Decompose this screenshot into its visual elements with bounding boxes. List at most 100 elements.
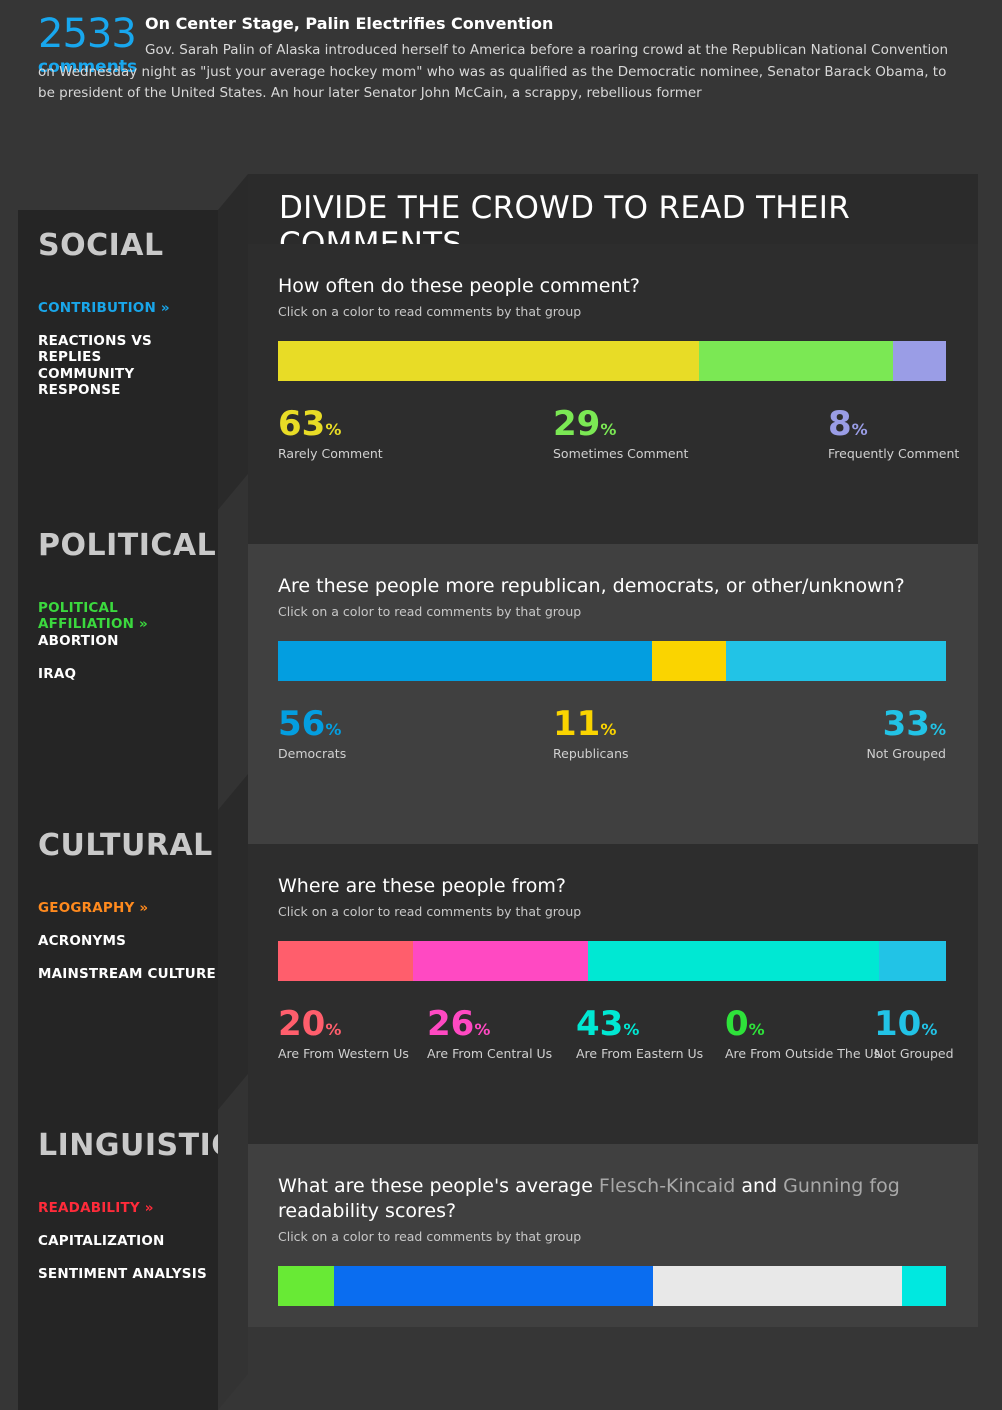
bar-segment[interactable] xyxy=(878,941,946,981)
stat-not-grouped[interactable]: 33% Not Grouped xyxy=(866,706,946,761)
stat-are-from-eastern-us[interactable]: 43% Are From Eastern Us xyxy=(576,1006,703,1061)
nav-link-community-response[interactable]: COMMUNITY RESPONSE xyxy=(38,366,135,398)
nav-title-linguistic[interactable]: LINGUISTIC xyxy=(38,1128,234,1163)
stat-label: Republicans xyxy=(553,746,629,761)
article-header: 2533 comments On Center Stage, Palin Ele… xyxy=(0,0,1002,150)
bar-segment[interactable] xyxy=(278,1266,335,1306)
article-title[interactable]: On Center Stage, Palin Electrifies Conve… xyxy=(145,14,554,33)
comment-count[interactable]: 2533 xyxy=(38,11,137,57)
stat-percent-sign: % xyxy=(325,1020,342,1039)
fold-connector-social xyxy=(218,174,248,510)
bar-political xyxy=(278,641,946,681)
bar-segment[interactable] xyxy=(278,641,653,681)
stat-frequently-comment[interactable]: 8% Frequently Comment xyxy=(828,406,959,461)
bar-segment[interactable] xyxy=(334,1266,654,1306)
stat-percent-sign: % xyxy=(600,420,617,439)
stat-percent-sign: % xyxy=(929,720,946,739)
stat-value: 10 xyxy=(874,1004,922,1044)
stat-value: 63 xyxy=(278,404,326,444)
panel-linguistic: What are these people's average Flesch-K… xyxy=(248,1144,978,1327)
stat-percent-sign: % xyxy=(600,720,617,739)
nav-link-acronyms[interactable]: ACRONYMS xyxy=(38,933,127,949)
stat-label: Are From Outside The Us xyxy=(725,1046,881,1061)
nav-title-cultural[interactable]: CULTURAL xyxy=(38,828,213,863)
nav-title-political[interactable]: POLITICAL xyxy=(38,528,217,563)
nav-link-sentiment-analysis[interactable]: SENTIMENT ANALYSIS xyxy=(38,1266,207,1282)
fold-connector-political xyxy=(218,474,248,810)
stat-percent-sign: % xyxy=(325,720,342,739)
bar-segment[interactable] xyxy=(653,1266,902,1306)
stat-label: Sometimes Comment xyxy=(553,446,689,461)
panel-political: Are these people more republican, democr… xyxy=(248,544,978,844)
question-part: readability scores? xyxy=(278,1200,457,1222)
stat-value: 11 xyxy=(553,704,601,744)
nav-political: POLITICAL POLITICAL AFFILIATION » ABORTION… xyxy=(18,510,218,810)
hint-text: Click on a color to read comments by tha… xyxy=(278,604,582,619)
nav-link-political-affiliation[interactable]: POLITICAL AFFILIATION » xyxy=(38,600,148,632)
bar-segment[interactable] xyxy=(725,641,946,681)
stat-percent-sign: % xyxy=(851,420,868,439)
nav-link-iraq[interactable]: IRAQ xyxy=(38,666,77,682)
bar-segment[interactable] xyxy=(278,341,699,381)
stat-are-from-western-us[interactable]: 20% Are From Western Us xyxy=(278,1006,409,1061)
question-part[interactable]: Flesch-Kincaid xyxy=(598,1175,736,1197)
stat-are-from-central-us[interactable]: 26% Are From Central Us xyxy=(427,1006,552,1061)
stat-percent-sign: % xyxy=(474,1020,491,1039)
fold-connector-cultural xyxy=(218,774,248,1110)
stat-republicans[interactable]: 11% Republicans xyxy=(553,706,629,761)
stat-percent-sign: % xyxy=(921,1020,938,1039)
nav-link-contribution[interactable]: CONTRIBUTION » xyxy=(38,300,170,316)
bar-segment[interactable] xyxy=(892,341,946,381)
stat-not-grouped[interactable]: 10% Not Grouped xyxy=(874,1006,954,1061)
stat-label: Are From Eastern Us xyxy=(576,1046,704,1061)
nav-link-mainstream-culture[interactable]: MAINSTREAM CULTURE xyxy=(38,966,216,982)
question-part: and xyxy=(735,1175,784,1197)
bar-segment[interactable] xyxy=(412,941,589,981)
nav-title-social[interactable]: SOCIAL xyxy=(38,228,164,263)
hint-text: Click on a color to read comments by tha… xyxy=(278,904,582,919)
stat-value: 33 xyxy=(882,704,930,744)
bar-segment[interactable] xyxy=(278,941,413,981)
stat-value: 20 xyxy=(278,1004,326,1044)
stat-democrats[interactable]: 56% Democrats xyxy=(278,706,346,761)
bar-linguistic xyxy=(278,1266,946,1306)
nav-link-abortion[interactable]: ABORTION xyxy=(38,633,119,649)
main-title-banner: DIVIDE THE CROWD TO READ THEIR COMMENTS xyxy=(248,174,978,262)
stat-value: 43 xyxy=(576,1004,624,1044)
nav-link-readability[interactable]: READABILITY » xyxy=(38,1200,154,1216)
bar-social xyxy=(278,341,946,381)
question-political: Are these people more republican, democr… xyxy=(278,575,905,597)
stat-rarely-comment[interactable]: 63% Rarely Comment xyxy=(278,406,383,461)
question-part[interactable]: Gunning fog xyxy=(783,1175,900,1197)
stat-label: Democrats xyxy=(278,746,347,761)
stat-are-from-outside-the-us[interactable]: 0% Are From Outside The Us xyxy=(725,1006,880,1061)
panel-cultural: Where are these people from? Click on a c… xyxy=(248,844,978,1144)
stat-label: Are From Central Us xyxy=(427,1046,553,1061)
stat-percent-sign: % xyxy=(623,1020,640,1039)
stat-percent-sign: % xyxy=(325,420,342,439)
stat-label: Frequently Comment xyxy=(828,446,960,461)
panel-social: How often do these people comment? Click … xyxy=(248,244,978,544)
question-linguistic: What are these people's average Flesch-K… xyxy=(278,1174,958,1224)
nav-cultural: CULTURAL GEOGRAPHY » ACRONYMS MAINSTREAM CU… xyxy=(18,810,218,1110)
nav-link-geography[interactable]: GEOGRAPHY » xyxy=(38,900,149,916)
hint-text: Click on a color to read comments by tha… xyxy=(278,304,582,319)
hint-text: Click on a color to read comments by tha… xyxy=(278,1229,582,1244)
stat-sometimes-comment[interactable]: 29% Sometimes Comment xyxy=(553,406,688,461)
bar-segment[interactable] xyxy=(698,341,893,381)
stat-value: 26 xyxy=(427,1004,475,1044)
bar-segment[interactable] xyxy=(901,1266,946,1306)
article-excerpt: Gov. Sarah Palin of Alaska introduced he… xyxy=(38,42,949,101)
question-part: What are these people's average xyxy=(278,1175,599,1197)
stat-value: 8 xyxy=(828,404,852,444)
stat-value: 0 xyxy=(725,1004,749,1044)
nav-link-reactions-vs-replies[interactable]: REACTIONS VS REPLIES xyxy=(38,333,152,365)
nav-link-capitalization[interactable]: CAPITALIZATION xyxy=(38,1233,165,1249)
nav-linguistic: LINGUISTIC READABILITY » CAPITALIZATION SEN… xyxy=(18,1110,233,1410)
comment-count-label[interactable]: comments xyxy=(38,57,138,77)
bar-segment[interactable] xyxy=(652,641,726,681)
question-social: How often do these people comment? xyxy=(278,275,641,297)
stat-percent-sign: % xyxy=(748,1020,765,1039)
bar-segment[interactable] xyxy=(588,941,879,981)
bar-cultural xyxy=(278,941,946,981)
